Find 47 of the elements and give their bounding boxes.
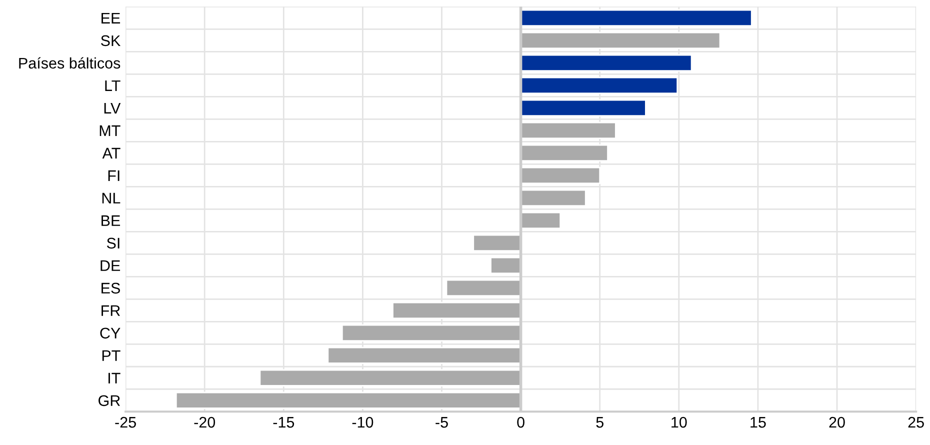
x-tick-label: 10 bbox=[672, 416, 687, 428]
y-tick-label: Países bálticos bbox=[19, 57, 120, 69]
y-tick-label: LT bbox=[105, 80, 120, 91]
y-tick-label: IT bbox=[108, 372, 120, 384]
x-tick-label: 15 bbox=[750, 417, 766, 428]
y-tick-label: BE bbox=[102, 215, 120, 226]
y-tick-label: PT bbox=[102, 350, 120, 361]
bar bbox=[520, 166, 601, 184]
x-tick-label: -15 bbox=[273, 417, 294, 428]
y-tick-label: FR bbox=[102, 305, 120, 316]
bar bbox=[520, 32, 721, 49]
y-tick-label: ES bbox=[102, 282, 120, 294]
x-tick-label: -20 bbox=[194, 416, 216, 428]
bar bbox=[472, 234, 522, 252]
bar bbox=[259, 369, 522, 386]
y-tick-label: GR bbox=[98, 395, 120, 406]
y-tick-label: LV bbox=[104, 102, 121, 114]
bar bbox=[392, 302, 522, 319]
x-tick-label: -10 bbox=[352, 416, 374, 428]
bar bbox=[520, 76, 678, 94]
bar bbox=[520, 144, 608, 162]
bar bbox=[520, 212, 562, 229]
y-tick-label: EE bbox=[102, 12, 120, 24]
bar bbox=[446, 279, 522, 296]
x-tick-label: -25 bbox=[115, 416, 136, 428]
y-tick-label: SK bbox=[101, 35, 121, 46]
x-tick-label: -5 bbox=[436, 417, 448, 428]
x-tick-label: 0 bbox=[517, 416, 524, 428]
bar bbox=[520, 122, 616, 139]
y-tick-label: SI bbox=[106, 238, 120, 249]
x-tick-label: 20 bbox=[829, 416, 845, 428]
bar bbox=[520, 9, 752, 26]
y-tick-label: MT bbox=[100, 125, 120, 136]
y-tick-label: DE bbox=[100, 260, 120, 271]
bar bbox=[490, 256, 522, 274]
y-tick-label: FI bbox=[108, 170, 120, 181]
bar bbox=[520, 99, 646, 116]
bar bbox=[520, 54, 692, 72]
bar bbox=[327, 346, 522, 364]
bar bbox=[341, 324, 522, 342]
x-tick-label: 5 bbox=[596, 417, 604, 428]
y-tick-label: NL bbox=[102, 192, 120, 204]
bar bbox=[175, 392, 522, 409]
y-tick-label: AT bbox=[102, 148, 120, 158]
y-tick-label: CY bbox=[100, 328, 120, 339]
bar bbox=[520, 189, 586, 206]
x-tick-label: 25 bbox=[908, 416, 924, 428]
